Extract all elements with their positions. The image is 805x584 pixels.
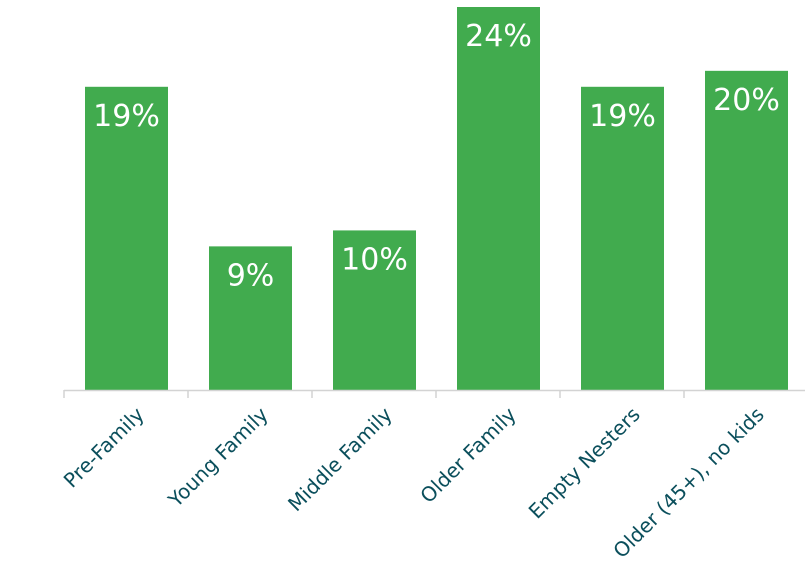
category-label: Young Family [163,402,273,512]
bar-value-labels: 19% 9% 10% 24% 19% 20% [93,19,780,293]
bar-0 [85,86,168,391]
category-label: Pre-Family [59,402,149,492]
bar-2 [333,230,416,390]
bar-value-label: 19% [93,99,160,134]
category-label: Empty Nesters [524,402,645,523]
bar-value-label: 24% [465,19,532,54]
bars [85,7,788,391]
category-labels: Pre-Family Young Family Middle Family Older… [59,402,769,563]
x-axis-ticks [63,390,685,398]
category-label: Middle Family [283,402,397,516]
bar-value-label: 20% [713,83,780,118]
bar-4 [581,86,664,391]
bar-3 [457,7,540,390]
bar-value-label: 10% [341,242,408,277]
bar-1 [209,246,292,390]
bar-value-label: 9% [227,258,275,293]
bar-5 [705,70,788,390]
category-label: Older Family [415,402,521,508]
bar-value-label: 19% [589,99,656,134]
